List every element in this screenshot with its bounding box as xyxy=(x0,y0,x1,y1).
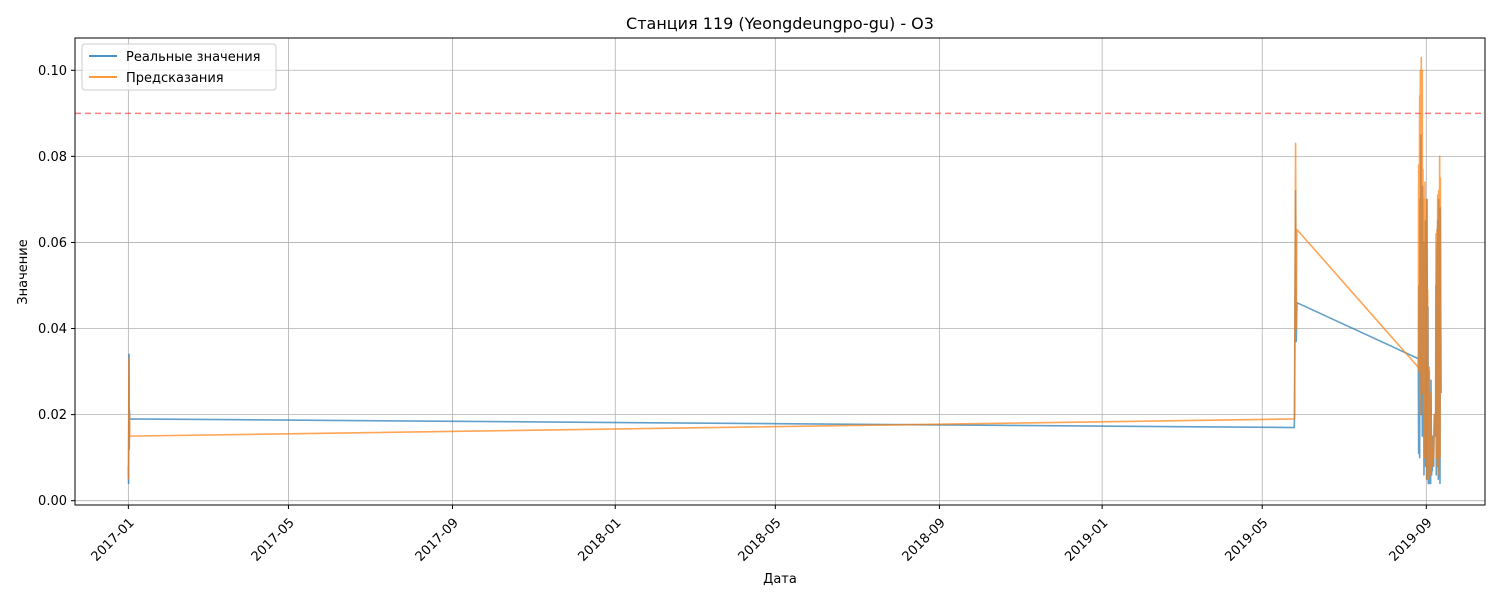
x-axis: 2017-01 2017-05 2017-09 2018-01 2018-05 2018-… xyxy=(89,505,1436,565)
series-layer xyxy=(127,56,1442,485)
plot-frame xyxy=(74,37,1486,506)
x-tick-label: 2018-05 xyxy=(736,516,785,565)
y-tick-label: 0.00 xyxy=(38,494,67,509)
x-tick-label: 2017-09 xyxy=(413,516,462,565)
legend: Реальные значения Предсказания xyxy=(81,43,277,91)
y-tick-label: 0.10 xyxy=(38,64,67,79)
predictions-line xyxy=(127,56,1442,480)
x-tick-label: 2019-01 xyxy=(1062,516,1111,565)
y-tick-label: 0.04 xyxy=(38,322,67,337)
y-tick-label: 0.02 xyxy=(38,408,67,423)
x-tick-label: 2018-09 xyxy=(900,516,949,565)
x-tick-label: 2019-09 xyxy=(1387,516,1436,565)
legend-label-real: Реальные значения xyxy=(126,50,261,65)
x-axis-label: Дата xyxy=(763,572,797,587)
x-tick-label: 2018-01 xyxy=(575,516,624,565)
x-tick-label: 2017-01 xyxy=(89,516,138,565)
grid-layer xyxy=(75,38,1485,505)
y-axis-label: Значение xyxy=(16,239,31,304)
x-tick-label: 2019-05 xyxy=(1222,516,1271,565)
chart-title: Станция 119 (Yeongdeungpo-gu) - O3 xyxy=(626,14,934,33)
x-tick-label: 2017-05 xyxy=(249,516,298,565)
y-tick-label: 0.06 xyxy=(38,236,67,251)
legend-box xyxy=(81,43,277,91)
real-values-line xyxy=(127,134,1442,485)
y-tick-label: 0.08 xyxy=(38,150,67,165)
y-axis: 0.00 0.02 0.04 0.06 0.08 0.10 xyxy=(38,64,75,509)
legend-label-predicted: Предсказания xyxy=(126,71,224,86)
